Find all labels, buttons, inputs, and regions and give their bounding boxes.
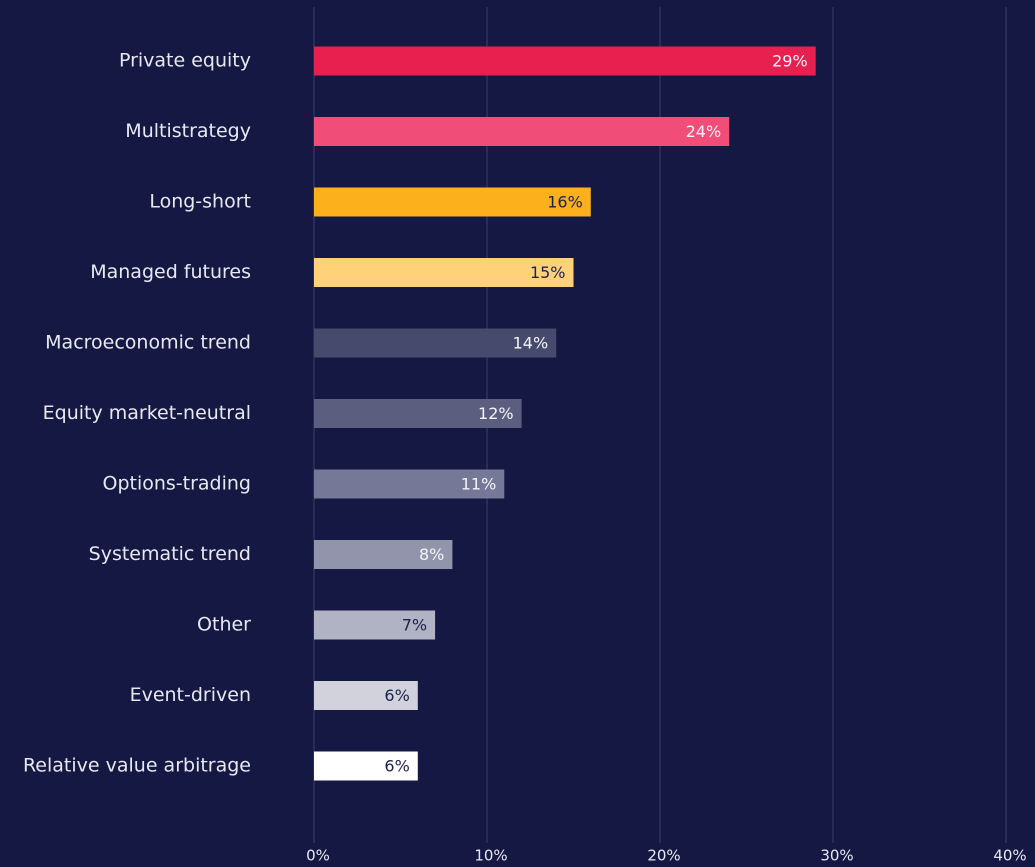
value-label: 12% xyxy=(478,404,514,423)
bar xyxy=(314,681,418,710)
bar xyxy=(314,540,453,569)
value-label: 16% xyxy=(547,193,583,212)
value-label: 29% xyxy=(772,52,808,71)
category-label: Equity market-neutral xyxy=(43,402,251,424)
category-label: Systematic trend xyxy=(89,543,251,565)
category-label: Managed futures xyxy=(90,261,251,283)
category-label: Private equity xyxy=(119,50,251,72)
bar xyxy=(314,751,418,781)
bar xyxy=(314,469,505,499)
category-label: Options-trading xyxy=(102,473,251,495)
category-label: Macroeconomic trend xyxy=(45,332,251,354)
value-label: 24% xyxy=(686,122,722,141)
category-label: Multistrategy xyxy=(125,120,251,142)
value-label: 8% xyxy=(419,545,444,564)
bar xyxy=(314,187,591,217)
value-label: 6% xyxy=(384,686,409,705)
category-label: Event-driven xyxy=(130,684,251,706)
bar xyxy=(314,610,436,640)
value-label: 14% xyxy=(513,334,549,353)
x-tick-label: 40% xyxy=(993,847,1026,865)
x-tick-label: 10% xyxy=(474,847,507,865)
category-label: Long-short xyxy=(149,191,251,213)
bar xyxy=(314,46,816,76)
x-tick-label: 20% xyxy=(647,847,680,865)
value-label: 11% xyxy=(461,475,497,494)
value-label: 15% xyxy=(530,263,566,282)
bar xyxy=(314,117,730,146)
bar xyxy=(314,328,557,358)
value-label: 7% xyxy=(402,616,427,635)
category-label: Relative value arbitrage xyxy=(23,755,251,777)
bar xyxy=(314,399,522,428)
x-tick-label: 30% xyxy=(820,847,853,865)
bar xyxy=(314,258,574,287)
value-label: 6% xyxy=(384,757,409,776)
category-label: Other xyxy=(197,614,251,636)
x-tick-label: 0% xyxy=(306,847,330,865)
